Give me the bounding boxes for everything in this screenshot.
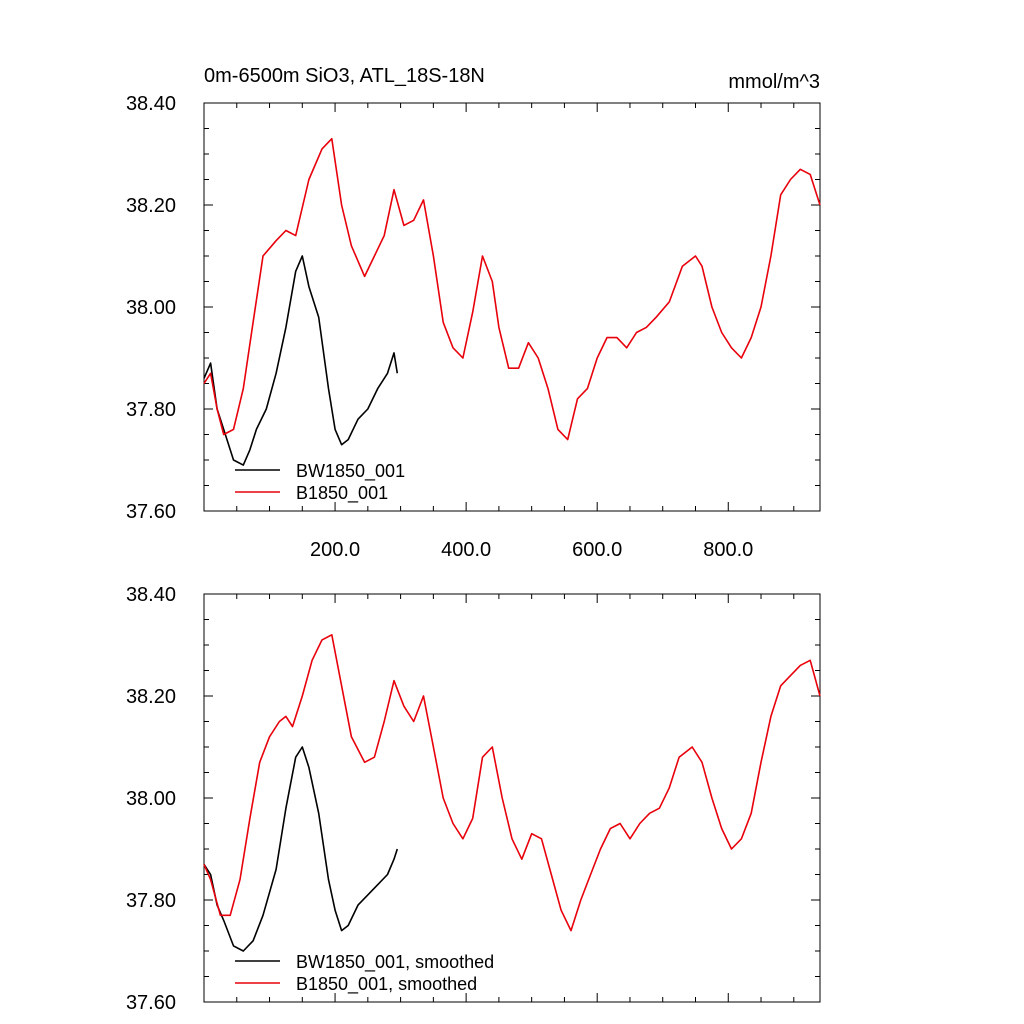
y-tick-label: 38.40 [126,584,176,606]
y-tick-label: 38.20 [126,686,176,708]
y-tick-label: 38.20 [126,195,176,217]
legend-label: BW1850_001, smoothed [296,952,494,973]
top-panel: 37.60 37.80 38.00 38.20 38.40 200.0 400.0 600.0… [126,93,821,561]
legend-label: B1850_001 [296,483,388,504]
y-tick-label: 37.60 [126,501,176,523]
chart-title: 0m-6500m SiO3, ATL_18S-18N [204,65,485,87]
plot-frame [203,593,821,1003]
x-tick-label: 400.0 [441,539,491,561]
y-tick-label: 38.00 [126,297,176,319]
chart-units: mmol/m^3 [728,71,820,93]
legend-label: B1850_001, smoothed [296,974,477,995]
x-tick-label: 600.0 [572,539,622,561]
x-tick-label: 200.0 [310,539,360,561]
series-line-black [203,746,399,952]
y-tick-label: 37.80 [126,890,176,912]
y-tick-label: 37.80 [126,399,176,421]
legend-label: BW1850_001 [296,461,405,482]
x-tick-label: 800.0 [703,539,753,561]
y-tick-label: 37.60 [126,992,176,1014]
series-line-red [203,634,821,932]
y-tick-label: 38.00 [126,788,176,810]
y-tick-label: 38.40 [126,93,176,115]
series-line-black [203,255,399,466]
plot-frame [203,102,821,512]
bottom-panel: 37.60 37.80 38.00 38.20 38.40 BW1850_001, smo… [126,584,821,1014]
series-line-red [203,137,821,441]
